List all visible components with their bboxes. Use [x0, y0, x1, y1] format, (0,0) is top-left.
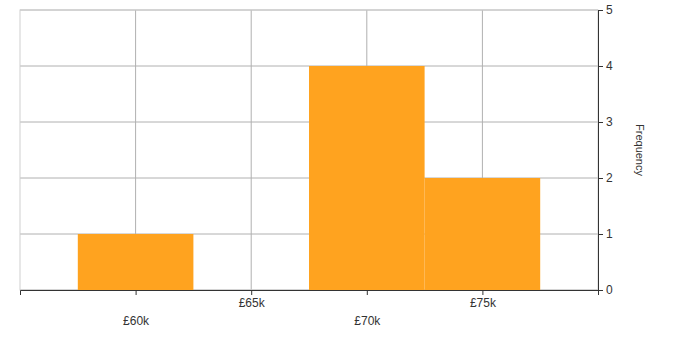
- x-axis: £60k £65k £70k £75k: [21, 290, 599, 328]
- y-tick: 2: [598, 171, 613, 185]
- grid-line-x: [251, 10, 252, 290]
- bar: [193, 290, 309, 291]
- y-tick-label: 0: [606, 283, 613, 297]
- y-tick-label: 3: [606, 115, 613, 129]
- y-tick-mark: [598, 290, 603, 291]
- plot: £60k £65k £70k £75k 0 1 2 3 4 5: [20, 3, 613, 327]
- y-tick-mark: [598, 234, 603, 235]
- y-tick: 3: [598, 115, 613, 129]
- bar: [78, 234, 194, 290]
- bars: [78, 66, 540, 290]
- y-tick: 5: [598, 3, 613, 17]
- x-tick-label: £65k: [239, 296, 266, 310]
- x-tick: £60k: [123, 290, 150, 328]
- y-tick-mark: [598, 66, 603, 67]
- y-axis-title: Frequency: [634, 124, 646, 176]
- x-tick-label: £75k: [470, 296, 497, 310]
- x-tick-mark: [136, 290, 137, 295]
- y-axis: 0 1 2 3 4 5: [598, 3, 613, 297]
- y-tick-label: 2: [606, 171, 613, 185]
- x-axis-line: [21, 291, 599, 296]
- x-tick: £75k: [470, 290, 497, 310]
- x-tick: £70k: [354, 290, 381, 328]
- x-tick-label: £60k: [123, 314, 150, 328]
- y-tick-label: 4: [606, 59, 613, 73]
- y-tick-mark: [598, 122, 603, 123]
- bar: [309, 66, 425, 290]
- bar: [425, 178, 541, 290]
- y-tick-mark: [598, 10, 603, 11]
- x-tick-mark: [251, 290, 252, 295]
- y-tick: 0: [598, 283, 613, 297]
- x-tick-mark: [367, 290, 368, 295]
- grid: [20, 10, 598, 290]
- y-tick-label: 5: [606, 3, 613, 17]
- y-tick-mark: [598, 178, 603, 179]
- y-tick: 4: [598, 59, 613, 73]
- chart: £60k £65k £70k £75k 0 1 2 3 4 5 Frequency: [0, 0, 700, 350]
- y-axis-line: [599, 11, 604, 291]
- y-tick-label: 1: [606, 227, 613, 241]
- plot-frame: [20, 10, 598, 290]
- y-tick: 1: [598, 227, 613, 241]
- x-tick-label: £70k: [354, 314, 381, 328]
- x-tick: £65k: [239, 290, 266, 310]
- x-tick-mark: [482, 290, 483, 295]
